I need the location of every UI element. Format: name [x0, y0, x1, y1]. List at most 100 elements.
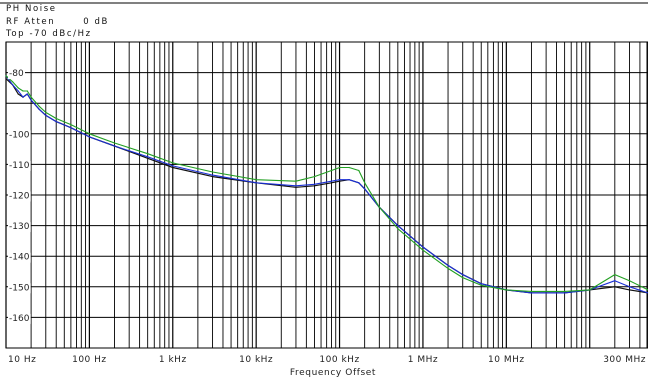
data-point — [313, 176, 315, 178]
data-point — [12, 81, 14, 83]
data-point — [628, 286, 631, 288]
data-point — [172, 165, 174, 167]
data-point — [295, 180, 297, 182]
y-tick-label: -80 — [9, 69, 24, 79]
series-line — [5, 75, 648, 292]
y-tick-label-bg — [8, 130, 31, 141]
x-tick-label: 1 MHz — [408, 355, 438, 365]
data-point — [422, 246, 424, 248]
data-point — [22, 90, 24, 92]
y-tick-label: -160 — [9, 314, 30, 324]
measurement-header: PH Noise RF Atten 0 dB Top -70 dBc/Hz — [6, 3, 109, 41]
data-point — [589, 289, 591, 291]
y-tick-label: -120 — [9, 192, 30, 202]
data-point — [295, 186, 297, 188]
data-point — [30, 96, 32, 98]
rf-atten-value: 0 dB — [83, 16, 109, 27]
data-point — [17, 93, 19, 95]
data-point — [358, 169, 360, 172]
data-point — [5, 78, 7, 80]
x-tick-label: 10 kHz — [239, 355, 273, 365]
data-point — [358, 182, 360, 184]
data-point — [22, 96, 24, 98]
data-point — [313, 183, 315, 185]
data-point — [422, 249, 424, 251]
data-point — [614, 280, 616, 282]
y-tick-label: -140 — [9, 253, 30, 263]
data-point — [295, 185, 297, 187]
data-point — [378, 206, 380, 208]
data-point — [348, 166, 350, 169]
data-point — [147, 153, 149, 155]
data-point — [447, 264, 449, 266]
data-point — [339, 180, 341, 182]
data-point — [17, 90, 19, 92]
data-point — [212, 171, 214, 173]
data-point — [397, 228, 399, 230]
data-point — [339, 166, 341, 169]
data-point — [614, 286, 616, 288]
x-tick-label: 100 Hz — [72, 355, 107, 365]
data-point — [113, 145, 116, 147]
y-tick-label: -130 — [9, 222, 30, 232]
chart-grid — [0, 2, 648, 349]
y-tick-label-bg — [8, 283, 31, 294]
y-tick-label-bg — [8, 191, 31, 202]
data-point — [462, 277, 464, 279]
data-point — [45, 114, 47, 116]
data-point — [330, 182, 333, 184]
header-title: PH Noise — [6, 4, 57, 14]
data-point — [462, 274, 464, 276]
data-point — [628, 289, 631, 291]
data-point — [364, 188, 366, 190]
data-point — [55, 117, 57, 120]
data-point — [12, 84, 14, 86]
header-rf-atten: RF Atten 0 dB — [6, 16, 109, 29]
data-point — [330, 169, 333, 172]
data-point — [530, 290, 533, 292]
x-tick-label: 100 kHz — [319, 355, 359, 365]
data-point — [480, 283, 482, 285]
data-point — [147, 156, 149, 158]
series-3 — [5, 75, 648, 292]
data-point — [614, 274, 616, 276]
data-point — [339, 179, 341, 181]
x-tick-labels: 10 Hz 100 Hz 1 kHz 10 kHz 100 kHz 1 MHz 10 MHz… — [8, 355, 646, 365]
y-tick-labels: -80 -100 -110 -120 -130 -140 -150 -160 — [8, 69, 31, 324]
y-tick-label-bg — [8, 252, 31, 263]
data-point — [17, 87, 19, 89]
data-point — [330, 180, 333, 182]
data-point — [55, 121, 57, 123]
data-point — [70, 127, 72, 129]
data-point — [26, 93, 28, 95]
data-point — [313, 185, 315, 187]
data-point — [88, 136, 90, 138]
data-point — [212, 176, 214, 178]
data-point — [364, 182, 366, 184]
data-point — [212, 174, 214, 176]
data-point — [5, 75, 7, 77]
x-tick-label: 10 Hz — [8, 355, 36, 365]
rf-atten-label: RF Atten — [6, 16, 56, 27]
data-point — [147, 157, 149, 159]
data-point — [628, 280, 631, 282]
y-tick-label-bg — [8, 160, 31, 171]
data-point — [88, 133, 90, 135]
data-point — [447, 267, 449, 269]
data-point — [505, 289, 507, 291]
data-point — [30, 99, 32, 101]
data-point — [564, 290, 566, 292]
chart-series — [5, 75, 648, 294]
x-tick-label: 1 kHz — [159, 355, 187, 365]
data-point — [480, 284, 482, 286]
y-tick-label-bg — [8, 69, 25, 80]
data-point — [255, 182, 257, 184]
data-point — [564, 292, 566, 294]
data-point — [530, 292, 533, 294]
y-tick-label-bg — [8, 313, 31, 324]
x-tick-label: 10 MHz — [488, 355, 525, 365]
data-point — [70, 124, 72, 126]
data-point — [45, 111, 47, 113]
y-tick-label: -110 — [9, 161, 30, 171]
